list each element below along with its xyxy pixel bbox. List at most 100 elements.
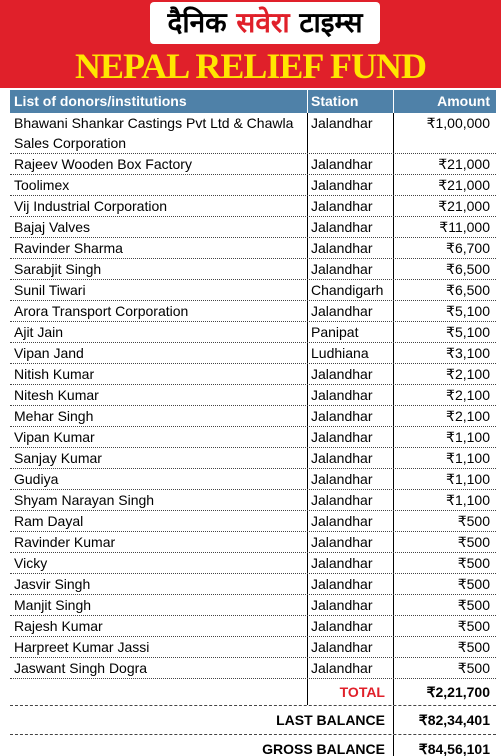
donor-cell: Ravinder Sharma xyxy=(10,238,308,258)
donor-cell: Gudiya xyxy=(10,469,308,489)
table-row: Ravinder Kumar Jalandhar ₹500 xyxy=(10,532,496,553)
donor-cell: Vij Industrial Corporation xyxy=(10,196,308,216)
station-cell: Jalandhar xyxy=(308,574,394,594)
donor-cell: Jasvir Singh xyxy=(10,574,308,594)
station-cell: Jalandhar xyxy=(308,113,394,153)
table-row: Rajeev Wooden Box Factory Jalandhar ₹21,00… xyxy=(10,154,496,175)
amount-cell: ₹1,00,000 xyxy=(426,115,490,131)
donor-cell: Vipan Kumar xyxy=(10,427,308,447)
amount-cell: ₹500 xyxy=(457,576,490,592)
table-row: Ravinder Sharma Jalandhar ₹6,700 xyxy=(10,238,496,259)
station-cell: Chandigarh xyxy=(308,280,394,300)
donor-cell: Sanjay Kumar xyxy=(10,448,308,468)
amount-cell: ₹500 xyxy=(457,534,490,550)
station-cell: Jalandhar xyxy=(308,364,394,384)
station-cell: Ludhiana xyxy=(308,343,394,363)
table-row: Harpreet Kumar Jassi Jalandhar ₹500 xyxy=(10,637,496,658)
table-row: Bhawani Shankar Castings Pvt Ltd & Chawl… xyxy=(10,113,496,154)
donor-cell: Rajeev Wooden Box Factory xyxy=(10,154,308,174)
amount-cell: ₹500 xyxy=(457,513,490,529)
station-cell: Jalandhar xyxy=(308,259,394,279)
amount-cell: ₹2,100 xyxy=(446,366,490,382)
table-row: Nitesh Kumar Jalandhar ₹2,100 xyxy=(10,385,496,406)
amount-cell: ₹21,000 xyxy=(438,198,490,214)
station-cell: Jalandhar xyxy=(308,469,394,489)
station-cell: Jalandhar xyxy=(308,406,394,426)
table-row: Bajaj Valves Jalandhar ₹11,000 xyxy=(10,217,496,238)
donor-cell: Ravinder Kumar xyxy=(10,532,308,552)
spacer-cell xyxy=(10,679,308,705)
donor-cell: Ajit Jain xyxy=(10,322,308,342)
table-row: Jaswant Singh Dogra Jalandhar ₹500 xyxy=(10,658,496,679)
gross-balance-row: GROSS BALANCE ₹84,56,101 xyxy=(10,735,496,756)
station-cell: Jalandhar xyxy=(308,301,394,321)
header-cell: List of donors/institutions xyxy=(10,90,308,113)
table-row: Sunil Tiwari Chandigarh ₹6,500 xyxy=(10,280,496,301)
title: NEPAL RELIEF FUND xyxy=(74,46,427,86)
amount-cell: ₹500 xyxy=(457,597,490,613)
station-cell: Jalandhar xyxy=(308,427,394,447)
station-cell: Jalandhar xyxy=(308,553,394,573)
table-row: Vicky Jalandhar ₹500 xyxy=(10,553,496,574)
station-cell: Jalandhar xyxy=(308,448,394,468)
station-cell: Panipat xyxy=(308,322,394,342)
amount-cell: ₹500 xyxy=(457,618,490,634)
table-row: Ajit Jain Panipat ₹5,100 xyxy=(10,322,496,343)
station-cell: Jalandhar xyxy=(308,196,394,216)
total-row: TOTAL ₹2,21,700 xyxy=(10,679,496,706)
amount-cell: ₹1,100 xyxy=(446,429,490,445)
donor-cell: Toolimex xyxy=(10,175,308,195)
table-body: Bhawani Shankar Castings Pvt Ltd & Chawl… xyxy=(10,113,496,679)
amount-cell: ₹1,100 xyxy=(446,471,490,487)
amount-cell: ₹21,000 xyxy=(438,156,490,172)
station-cell: Jalandhar xyxy=(308,658,394,678)
amount-cell: ₹21,000 xyxy=(438,177,490,193)
masthead-word: सवेरा xyxy=(236,6,290,39)
table-row: Jasvir Singh Jalandhar ₹500 xyxy=(10,574,496,595)
donor-cell: Ram Dayal xyxy=(10,511,308,531)
table-row: Rajesh Kumar Jalandhar ₹500 xyxy=(10,616,496,637)
donor-cell: Bajaj Valves xyxy=(10,217,308,237)
amount-cell: ₹3,100 xyxy=(446,345,490,361)
table-row: Gudiya Jalandhar ₹1,100 xyxy=(10,469,496,490)
table-row: Shyam Narayan Singh Jalandhar ₹1,100 xyxy=(10,490,496,511)
amount-cell: ₹1,100 xyxy=(446,492,490,508)
table-row: Nitish Kumar Jalandhar ₹2,100 xyxy=(10,364,496,385)
table-row: Toolimex Jalandhar ₹21,000 xyxy=(10,175,496,196)
station-cell: Jalandhar xyxy=(308,595,394,615)
table-row: Vij Industrial Corporation Jalandhar ₹21,0… xyxy=(10,196,496,217)
amount-cell: ₹6,500 xyxy=(446,282,490,298)
station-cell: Jalandhar xyxy=(308,511,394,531)
station-cell: Jalandhar xyxy=(308,217,394,237)
donor-cell: Sunil Tiwari xyxy=(10,280,308,300)
table-header: List of donors/institutions Station Amount xyxy=(10,90,496,113)
table-row: Ram Dayal Jalandhar ₹500 xyxy=(10,511,496,532)
station-cell: Jalandhar xyxy=(308,637,394,657)
donor-cell: Vipan Jand xyxy=(10,343,308,363)
station-cell: Jalandhar xyxy=(308,175,394,195)
amount-cell: ₹500 xyxy=(457,555,490,571)
donor-cell: Bhawani Shankar Castings Pvt Ltd & Chawl… xyxy=(10,113,308,153)
table-row: Manjit Singh Jalandhar ₹500 xyxy=(10,595,496,616)
total-amount: ₹2,21,700 xyxy=(426,684,490,700)
amount-cell: ₹6,500 xyxy=(446,261,490,277)
amount-cell: ₹11,000 xyxy=(439,219,490,235)
header-cell: Station xyxy=(308,90,394,113)
balance-amount: ₹84,56,101 xyxy=(418,741,490,756)
station-cell: Jalandhar xyxy=(308,490,394,510)
amount-cell: ₹5,100 xyxy=(446,303,490,319)
amount-cell: ₹5,100 xyxy=(446,324,490,340)
station-cell: Jalandhar xyxy=(308,238,394,258)
table: List of donors/institutions Station Amount… xyxy=(10,90,496,756)
masthead: दैनिक सवेरा टाइम्स xyxy=(150,2,380,44)
total-label: TOTAL xyxy=(308,679,394,705)
table-row: Sanjay Kumar Jalandhar ₹1,100 xyxy=(10,448,496,469)
donor-cell: Mehar Singh xyxy=(10,406,308,426)
station-cell: Jalandhar xyxy=(308,616,394,636)
amount-cell: ₹2,100 xyxy=(446,408,490,424)
donor-cell: Nitesh Kumar xyxy=(10,385,308,405)
table-row: Mehar Singh Jalandhar ₹2,100 xyxy=(10,406,496,427)
amount-cell: ₹1,100 xyxy=(446,450,490,466)
station-cell: Jalandhar xyxy=(308,154,394,174)
donor-cell: Shyam Narayan Singh xyxy=(10,490,308,510)
